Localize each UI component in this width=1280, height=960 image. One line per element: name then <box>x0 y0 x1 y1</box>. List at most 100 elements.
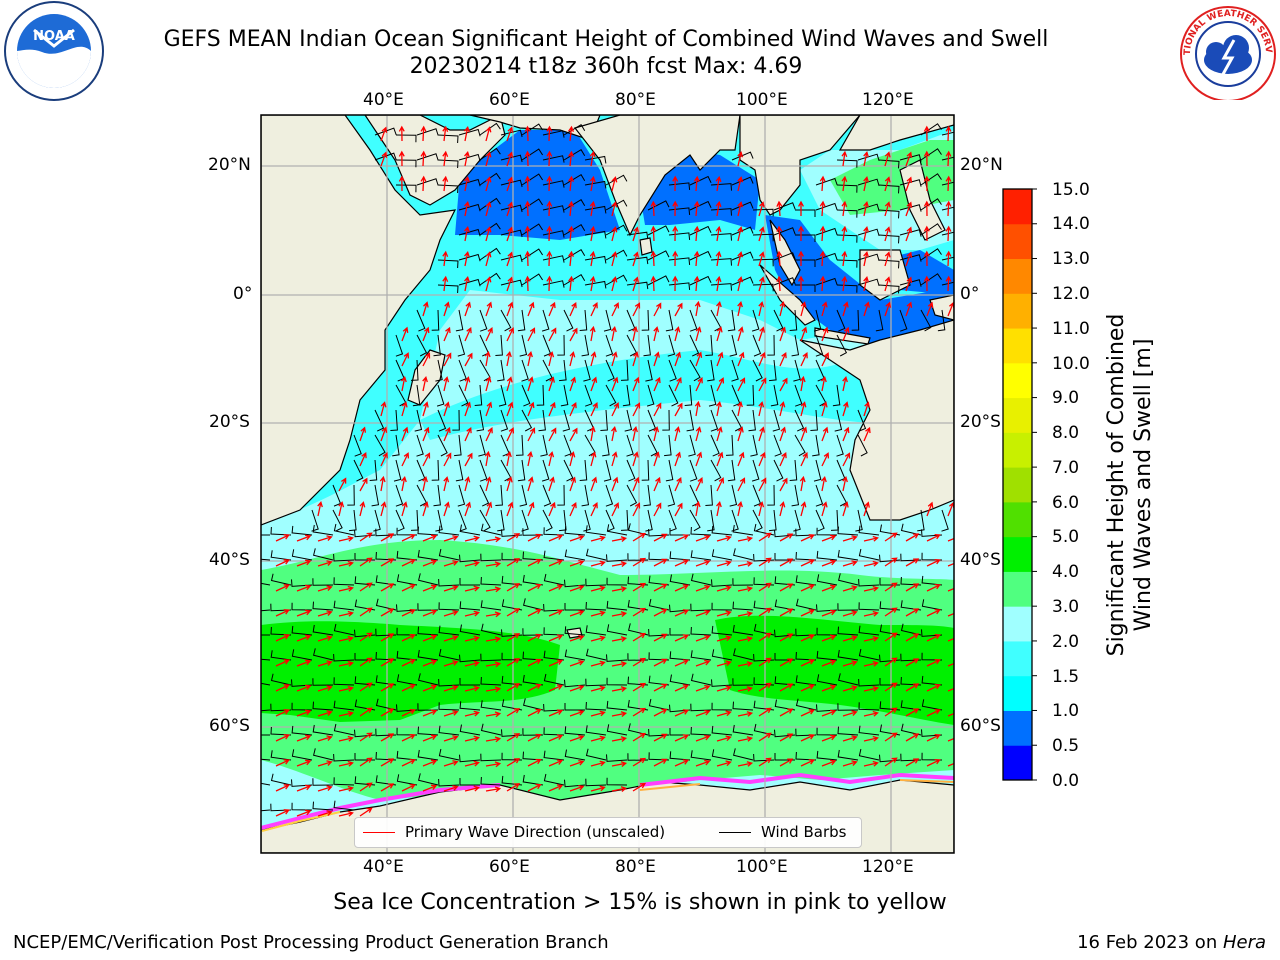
wave-direction-arrow <box>485 327 493 342</box>
arabia <box>364 115 506 206</box>
wind-barb <box>312 648 334 661</box>
wind-barb <box>878 234 900 244</box>
wind-barb <box>689 459 698 482</box>
wave-direction-arrow <box>401 758 416 767</box>
wave-direction-arrow <box>821 734 837 742</box>
wave-direction-arrow <box>485 536 502 543</box>
wind-barb <box>858 678 880 687</box>
wind-barb <box>815 334 824 357</box>
wave-direction-arrow <box>464 476 471 492</box>
wave-direction-arrow <box>800 734 815 742</box>
wave-direction-arrow <box>548 634 564 642</box>
wave-direction-arrow <box>359 757 373 767</box>
left-lat-label: 20°N <box>208 155 251 175</box>
wind-barb <box>270 550 292 561</box>
wave-direction-arrow <box>548 684 564 692</box>
wind-barb <box>354 676 376 686</box>
wind-barb <box>727 459 736 482</box>
wave-direction-arrow <box>422 452 431 467</box>
wind-barb <box>603 459 612 482</box>
wind-barb <box>581 334 590 357</box>
wave-direction-arrow <box>401 683 416 692</box>
wave-direction-arrow <box>884 632 898 642</box>
wave-direction-arrow <box>694 300 701 317</box>
wave-direction-arrow <box>464 352 473 367</box>
wave-direction-arrow <box>524 200 531 217</box>
wind-barb <box>711 579 733 587</box>
wind-barb <box>857 253 880 262</box>
wave-direction-arrow <box>527 733 542 742</box>
wave-direction-arrow <box>695 377 703 392</box>
wind-barb <box>627 576 649 586</box>
wave-direction-arrow <box>716 300 722 317</box>
wind-barb <box>688 434 696 457</box>
wave-direction-arrow <box>758 426 765 442</box>
wave-direction-arrow <box>338 635 354 642</box>
colorbar-swatch <box>1003 467 1032 503</box>
wind-barb <box>606 624 628 636</box>
left-lat-label: 0° <box>233 284 253 304</box>
wave-direction-arrow <box>548 709 564 717</box>
wind-barb <box>626 434 634 457</box>
wave-direction-arrow <box>841 225 848 242</box>
wave-direction-arrow <box>863 760 879 767</box>
wind-barb <box>832 384 841 407</box>
wind-barb <box>605 334 614 357</box>
wave-direction-arrow <box>674 534 690 542</box>
wave-direction-arrow <box>632 451 639 467</box>
wave-direction-arrow <box>485 476 492 492</box>
wave-direction-arrow <box>296 559 312 567</box>
wave-direction-arrow <box>653 608 668 617</box>
wave-direction-arrow <box>359 501 366 517</box>
wind-barb <box>690 526 712 536</box>
wind-barb <box>395 159 417 168</box>
wind-barb <box>543 650 565 661</box>
wave-direction-arrow <box>821 426 829 442</box>
wave-direction-arrow <box>443 710 459 717</box>
wind-barb <box>941 509 949 532</box>
wave-direction-arrow <box>590 476 598 492</box>
wind-barb <box>605 484 614 507</box>
wave-direction-arrow <box>716 685 732 692</box>
wind-barb <box>584 255 607 264</box>
colorbar-swatch <box>1003 536 1032 572</box>
wave-direction-arrow <box>841 175 848 192</box>
wave-direction-arrow <box>296 809 312 817</box>
wind-barb <box>333 553 355 562</box>
wind-barb <box>899 229 922 237</box>
wave-direction-arrow <box>632 502 641 517</box>
wave-direction-arrow <box>506 401 514 417</box>
india <box>573 115 741 237</box>
wave-direction-arrow <box>758 532 772 542</box>
wave-zone-arabian-sea <box>455 130 620 240</box>
wind-barb <box>937 309 946 332</box>
wind-barb <box>333 600 355 611</box>
wave-direction-arrow <box>589 250 596 267</box>
wave-direction-arrow <box>758 251 765 267</box>
wave-direction-arrow <box>359 582 373 592</box>
wave-direction-arrow <box>422 375 428 392</box>
wind-barb <box>521 409 533 432</box>
wind-barb <box>457 334 466 357</box>
colorbar-tick: 14.0 <box>1052 214 1090 234</box>
colorbar-tick: 8.0 <box>1052 423 1080 443</box>
wave-direction-arrow <box>338 685 354 692</box>
wave-direction-arrow <box>506 533 521 542</box>
wave-direction-arrow <box>506 583 521 592</box>
wave-direction-arrow <box>485 376 492 392</box>
wind-barb <box>603 309 612 332</box>
wave-direction-arrow <box>569 351 576 367</box>
wave-direction-arrow <box>590 351 597 367</box>
wind-barb <box>459 778 480 786</box>
wind-barb <box>522 598 544 611</box>
wind-barb <box>665 459 674 482</box>
wave-direction-arrow <box>632 351 639 367</box>
wave-direction-arrow <box>464 660 480 667</box>
wind-barb <box>333 677 355 686</box>
wind-barb <box>479 459 488 482</box>
wave-direction-arrow <box>716 351 724 367</box>
wind-barb <box>479 309 488 332</box>
wave-direction-arrow <box>546 175 553 192</box>
wind-barb <box>479 147 501 161</box>
wind-barb <box>684 384 693 406</box>
